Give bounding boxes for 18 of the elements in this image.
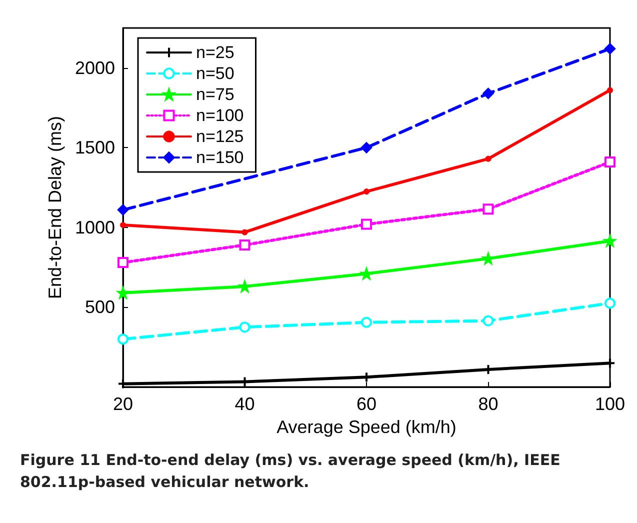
y-axis-title: End-to-End Delay (ms) bbox=[45, 116, 66, 300]
x-axis-title: Average Speed (km/h) bbox=[276, 416, 456, 437]
x-tick-label: 20 bbox=[112, 394, 134, 414]
caption: Figure 11 End-to-end delay (ms) vs. average speed (km/h), IEEE 802.11p-based vehicular network. bbox=[20, 451, 566, 491]
y-tick-label: 1000 bbox=[74, 217, 115, 238]
y-tick-label: 500 bbox=[84, 297, 115, 318]
legend-label: n=125 bbox=[196, 127, 244, 146]
legend-label: n=150 bbox=[196, 148, 244, 167]
legend-label: n=75 bbox=[196, 85, 234, 104]
x-tick-label: 100 bbox=[594, 394, 626, 414]
x-tick-label: 60 bbox=[356, 394, 377, 414]
y-tick-label: 2000 bbox=[74, 58, 115, 78]
legend-label: n=50 bbox=[196, 64, 234, 83]
x-tick-label: 80 bbox=[478, 394, 498, 414]
y-tick-label: 1500 bbox=[74, 138, 115, 158]
x-tick-label: 40 bbox=[234, 394, 255, 414]
legend-label: n=100 bbox=[196, 106, 244, 125]
legend-label: n=25 bbox=[196, 43, 234, 62]
